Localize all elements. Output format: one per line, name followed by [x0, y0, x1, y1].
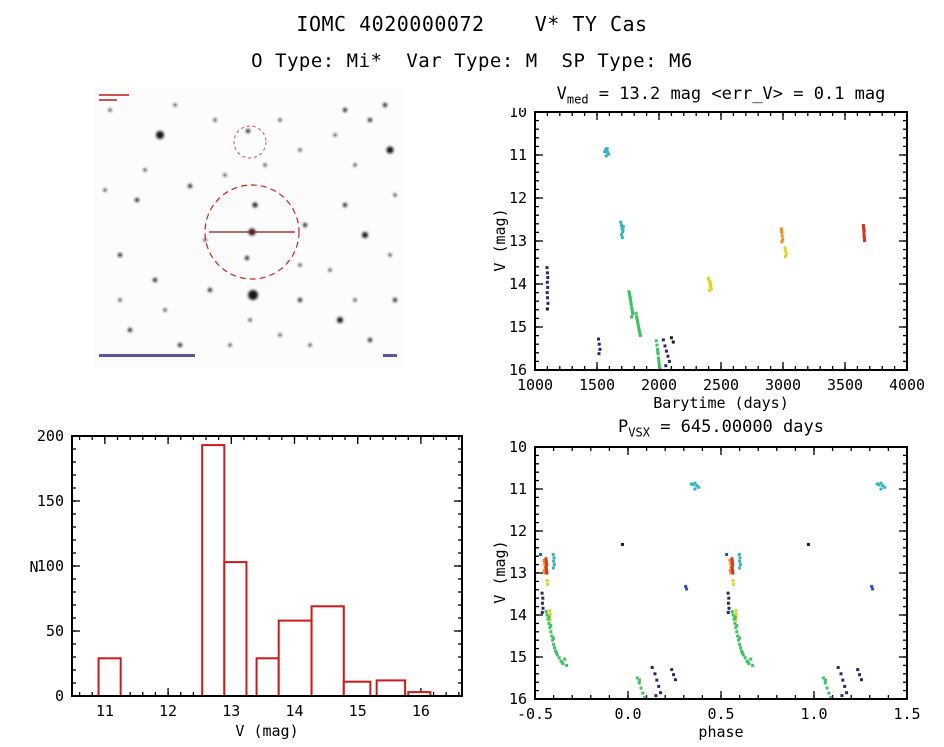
svg-text:1000: 1000	[517, 376, 553, 394]
svg-text:15: 15	[509, 648, 527, 666]
annotation-mark	[99, 99, 117, 101]
svg-text:13: 13	[509, 564, 527, 582]
svg-text:13: 13	[509, 232, 527, 250]
tick-labels: 11 12 13 14 15 16 0 50 100 150 200	[37, 427, 430, 720]
histogram-panel: N 11 12 13 14 15 16 0 50 100 150 200 V (mag)	[20, 420, 480, 747]
svg-text:4000: 4000	[889, 376, 925, 394]
svg-text:-0.5: -0.5	[517, 705, 553, 723]
svg-text:0.5: 0.5	[707, 705, 734, 723]
plot-frame	[71, 435, 463, 697]
svg-text:10: 10	[509, 441, 527, 456]
svg-text:100: 100	[37, 557, 64, 575]
svg-text:16: 16	[509, 690, 527, 708]
annotation-mark	[99, 354, 195, 357]
target-circle	[204, 184, 300, 280]
svg-text:14: 14	[285, 702, 303, 720]
finder-chart	[95, 88, 405, 368]
svg-text:1500: 1500	[579, 376, 615, 394]
data-points	[539, 481, 887, 699]
histogram-plot: 11 12 13 14 15 16 0 50 100 150 200	[37, 427, 463, 720]
svg-text:1.5: 1.5	[893, 705, 920, 723]
page-title: IOMC 4020000072 V* TY Cas	[296, 12, 648, 36]
svg-text:13: 13	[222, 702, 240, 720]
title-text: = 13.2 mag <err_V> = 0.1 mag	[588, 84, 886, 104]
svg-text:11: 11	[96, 702, 114, 720]
svg-text:2500: 2500	[703, 376, 739, 394]
svg-text:14: 14	[509, 275, 527, 293]
svg-text:0: 0	[55, 687, 64, 705]
svg-text:12: 12	[509, 189, 527, 207]
axis-ticks	[72, 435, 462, 697]
lightcurve-plot: 1000 1500 2000 2500 3000 3500 4000 10 11 12 13 14 15…	[509, 108, 925, 394]
svg-text:12: 12	[509, 522, 527, 540]
svg-text:12: 12	[159, 702, 177, 720]
title-subscript: VSX	[628, 425, 650, 440]
svg-text:3000: 3000	[765, 376, 801, 394]
svg-text:3500: 3500	[827, 376, 863, 394]
title-text: = 645.00000 days	[649, 417, 824, 437]
svg-text:0.0: 0.0	[614, 705, 641, 723]
y-axis-label: N	[29, 558, 39, 576]
phase-curve-title: PVSX = 645.00000 days	[535, 417, 907, 439]
lightcurve-panel: Vmed = 13.2 mag <err_V> = 0.1 mag V (mag…	[465, 82, 944, 422]
x-axis-label: Barytime (days)	[653, 394, 789, 412]
annotation-mark	[383, 354, 397, 357]
svg-text:16: 16	[412, 702, 430, 720]
svg-text:200: 200	[37, 427, 64, 445]
svg-text:2000: 2000	[641, 376, 677, 394]
phase-curve-panel: PVSX = 645.00000 days V (mag) -0.5 0.0 0.5…	[465, 415, 944, 747]
tick-labels: -0.5 0.0 0.5 1.0 1.5 10 11 12 13 14 15 16	[509, 441, 921, 723]
svg-text:14: 14	[509, 606, 527, 624]
x-axis-label: phase	[698, 723, 744, 741]
axis-ticks	[534, 446, 908, 700]
svg-text:1.0: 1.0	[800, 705, 827, 723]
axis-ticks	[534, 111, 908, 371]
svg-text:16: 16	[509, 361, 527, 379]
title-text: V	[556, 84, 567, 104]
svg-text:15: 15	[349, 702, 367, 720]
secondary-marker-circle	[233, 125, 267, 159]
svg-text:10: 10	[509, 108, 527, 121]
plot-frame	[534, 446, 908, 700]
svg-text:11: 11	[509, 146, 527, 164]
data-points	[545, 147, 867, 371]
x-axis-label: V (mag)	[235, 722, 299, 740]
svg-text:15: 15	[509, 318, 527, 336]
svg-text:50: 50	[46, 622, 64, 640]
page-subtitle: O Type: Mi* Var Type: M SP Type: M6	[251, 50, 693, 72]
finder-chart-image	[99, 94, 397, 357]
tick-labels: 1000 1500 2000 2500 3000 3500 4000 10 11 12 13 14 15…	[509, 108, 925, 394]
svg-text:150: 150	[37, 492, 64, 510]
plot-frame	[534, 111, 908, 371]
histogram-bars	[72, 444, 462, 698]
title-subscript: med	[566, 92, 589, 107]
annotation-mark	[99, 94, 129, 96]
phase-curve-plot: -0.5 0.0 0.5 1.0 1.5 10 11 12 13 14 15 16	[509, 441, 921, 723]
lightcurve-title: Vmed = 13.2 mag <err_V> = 0.1 mag	[535, 84, 907, 106]
svg-text:11: 11	[509, 480, 527, 498]
stars	[103, 103, 397, 347]
title-text: P	[618, 417, 629, 437]
